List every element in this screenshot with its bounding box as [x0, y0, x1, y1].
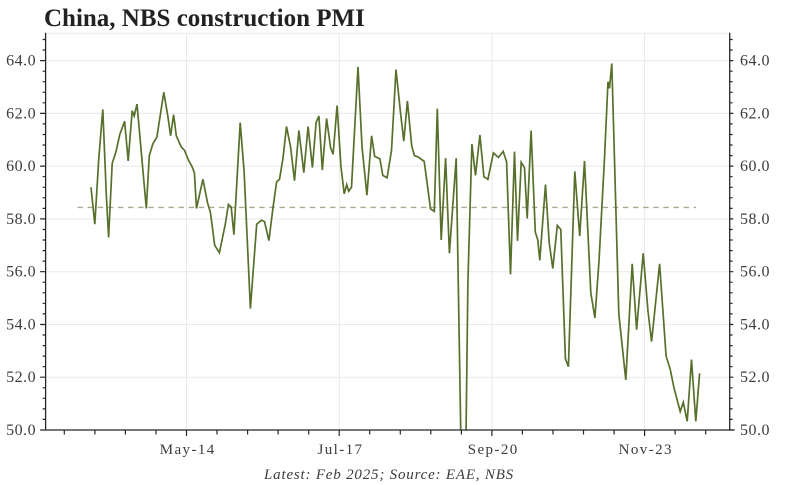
svg-text:58.0: 58.0: [740, 211, 770, 228]
svg-text:52.0: 52.0: [740, 369, 770, 386]
svg-text:52.0: 52.0: [6, 369, 36, 386]
svg-text:64.0: 64.0: [6, 53, 36, 70]
svg-text:62.0: 62.0: [740, 105, 770, 122]
svg-text:Jul-17: Jul-17: [318, 442, 364, 458]
svg-text:Sep-20: Sep-20: [468, 442, 519, 458]
svg-text:60.0: 60.0: [6, 158, 36, 175]
svg-text:50.0: 50.0: [6, 422, 36, 439]
svg-text:China, NBS construction PMI: China, NBS construction PMI: [44, 5, 365, 32]
svg-text:56.0: 56.0: [740, 264, 770, 281]
svg-text:May-14: May-14: [160, 442, 216, 458]
svg-text:64.0: 64.0: [740, 53, 770, 70]
svg-text:Latest: Feb 2025; Source: EAE,: Latest: Feb 2025; Source: EAE, NBS: [263, 467, 514, 483]
svg-text:60.0: 60.0: [740, 158, 770, 175]
svg-text:54.0: 54.0: [6, 316, 36, 333]
svg-text:50.0: 50.0: [740, 422, 770, 439]
svg-text:62.0: 62.0: [6, 105, 36, 122]
svg-text:54.0: 54.0: [740, 316, 770, 333]
svg-text:58.0: 58.0: [6, 211, 36, 228]
svg-text:Nov-23: Nov-23: [619, 442, 673, 458]
svg-text:56.0: 56.0: [6, 264, 36, 281]
